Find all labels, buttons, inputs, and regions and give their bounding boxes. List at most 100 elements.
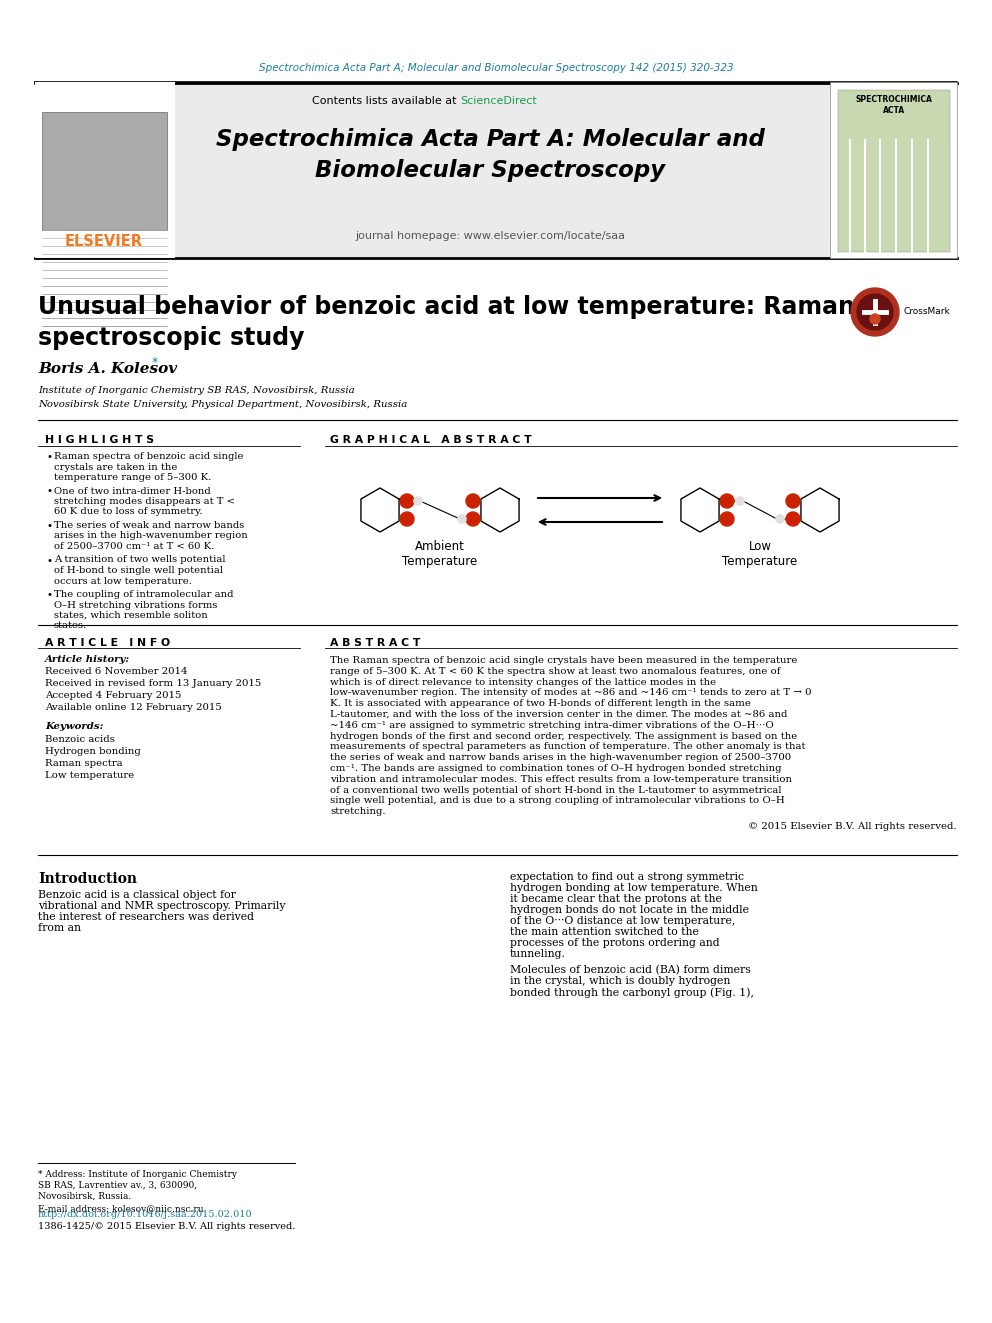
Text: Ambient
Temperature: Ambient Temperature: [403, 540, 477, 568]
Text: K. It is associated with appearance of two H-bonds of different length in the sa: K. It is associated with appearance of t…: [330, 699, 751, 708]
Text: processes of the protons ordering and: processes of the protons ordering and: [510, 938, 719, 949]
Text: from an: from an: [38, 923, 81, 933]
Text: Novosibirsk State University, Physical Department, Novosibirsk, Russia: Novosibirsk State University, Physical D…: [38, 400, 408, 409]
FancyBboxPatch shape: [830, 82, 957, 258]
Text: low-wavenumber region. The intensity of modes at ~86 and ~146 cm⁻¹ tends to zero: low-wavenumber region. The intensity of …: [330, 688, 811, 697]
Text: hydrogen bonds of the first and second order, respectively. The assignment is ba: hydrogen bonds of the first and second o…: [330, 732, 798, 741]
Circle shape: [400, 512, 414, 527]
Text: Spectrochimica Acta Part A: Molecular and
Biomolecular Spectroscopy: Spectrochimica Acta Part A: Molecular an…: [215, 128, 765, 181]
Text: hydrogen bonds do not locate in the middle: hydrogen bonds do not locate in the midd…: [510, 905, 749, 916]
Text: ScienceDirect: ScienceDirect: [460, 97, 537, 106]
Text: O–H stretching vibrations forms: O–H stretching vibrations forms: [54, 601, 217, 610]
Text: vibrational and NMR spectroscopy. Primarily: vibrational and NMR spectroscopy. Primar…: [38, 901, 286, 912]
Text: •: •: [46, 590, 52, 601]
Text: Boris A. Kolesov: Boris A. Kolesov: [38, 363, 178, 376]
Text: Article history:: Article history:: [45, 655, 130, 664]
Circle shape: [720, 493, 734, 508]
Circle shape: [457, 515, 466, 524]
Text: * Address: Institute of Inorganic Chemistry: * Address: Institute of Inorganic Chemis…: [38, 1170, 237, 1179]
Text: tunneling.: tunneling.: [510, 949, 565, 959]
Text: Available online 12 February 2015: Available online 12 February 2015: [45, 703, 222, 712]
Text: in the crystal, which is doubly hydrogen: in the crystal, which is doubly hydrogen: [510, 976, 730, 986]
Circle shape: [720, 512, 734, 527]
Text: the main attention switched to the: the main attention switched to the: [510, 927, 699, 937]
FancyBboxPatch shape: [35, 82, 957, 258]
Text: Hydrogen bonding: Hydrogen bonding: [45, 747, 141, 755]
Text: Low temperature: Low temperature: [45, 771, 134, 781]
Text: stretching modes disappears at T <: stretching modes disappears at T <: [54, 497, 235, 505]
Text: crystals are taken in the: crystals are taken in the: [54, 463, 178, 471]
Text: range of 5–300 K. At T < 60 K the spectra show at least two anomalous features, : range of 5–300 K. At T < 60 K the spectr…: [330, 667, 781, 676]
Text: L-tautomer, and with the loss of the inversion center in the dimer. The modes at: L-tautomer, and with the loss of the inv…: [330, 710, 788, 718]
Text: occurs at low temperature.: occurs at low temperature.: [54, 577, 191, 586]
Text: Benzoic acid is a classical object for: Benzoic acid is a classical object for: [38, 890, 236, 900]
Text: Keywords:: Keywords:: [45, 722, 103, 732]
Text: Molecules of benzoic acid (BA) form dimers: Molecules of benzoic acid (BA) form dime…: [510, 964, 751, 975]
Text: it became clear that the protons at the: it became clear that the protons at the: [510, 894, 722, 904]
Text: 60 K due to loss of symmetry.: 60 K due to loss of symmetry.: [54, 508, 202, 516]
Text: expectation to find out a strong symmetric: expectation to find out a strong symmetr…: [510, 872, 744, 882]
Text: 1386-1425/© 2015 Elsevier B.V. All rights reserved.: 1386-1425/© 2015 Elsevier B.V. All right…: [38, 1222, 296, 1230]
Text: Accepted 4 February 2015: Accepted 4 February 2015: [45, 691, 182, 700]
Text: arises in the high-wavenumber region: arises in the high-wavenumber region: [54, 532, 248, 541]
Circle shape: [735, 496, 745, 505]
FancyBboxPatch shape: [838, 90, 950, 251]
Text: Raman spectra: Raman spectra: [45, 759, 123, 767]
Text: the interest of researchers was derived: the interest of researchers was derived: [38, 912, 254, 922]
Text: http://dx.doi.org/10.1016/j.saa.2015.02.010: http://dx.doi.org/10.1016/j.saa.2015.02.…: [38, 1211, 253, 1218]
Text: © 2015 Elsevier B.V. All rights reserved.: © 2015 Elsevier B.V. All rights reserved…: [748, 822, 957, 831]
Text: One of two intra-dimer H-bond: One of two intra-dimer H-bond: [54, 487, 210, 496]
Text: The coupling of intramolecular and: The coupling of intramolecular and: [54, 590, 233, 599]
Circle shape: [857, 294, 893, 329]
Circle shape: [466, 493, 480, 508]
Text: A R T I C L E   I N F O: A R T I C L E I N F O: [45, 638, 170, 648]
Circle shape: [400, 493, 414, 508]
Text: Spectrochimica Acta Part A; Molecular and Biomolecular Spectroscopy 142 (2015) 3: Spectrochimica Acta Part A; Molecular an…: [259, 64, 733, 73]
Circle shape: [466, 512, 480, 527]
Text: •: •: [46, 521, 52, 531]
Text: Novosibirsk, Russia.: Novosibirsk, Russia.: [38, 1192, 131, 1201]
Circle shape: [776, 515, 785, 524]
Text: Contents lists available at: Contents lists available at: [312, 97, 460, 106]
Text: CrossMark: CrossMark: [903, 307, 949, 316]
Text: Institute of Inorganic Chemistry SB RAS, Novosibirsk, Russia: Institute of Inorganic Chemistry SB RAS,…: [38, 386, 354, 396]
Circle shape: [414, 496, 423, 505]
Text: A transition of two wells potential: A transition of two wells potential: [54, 556, 225, 565]
Text: of a conventional two wells potential of short H-bond in the L-tautomer to asymm: of a conventional two wells potential of…: [330, 786, 782, 795]
Text: The Raman spectra of benzoic acid single crystals have been measured in the temp: The Raman spectra of benzoic acid single…: [330, 656, 798, 665]
Text: Benzoic acids: Benzoic acids: [45, 736, 115, 744]
Text: G R A P H I C A L   A B S T R A C T: G R A P H I C A L A B S T R A C T: [330, 435, 532, 445]
Text: hydrogen bonding at low temperature. When: hydrogen bonding at low temperature. Whe…: [510, 882, 758, 893]
Text: journal homepage: www.elsevier.com/locate/saa: journal homepage: www.elsevier.com/locat…: [355, 232, 625, 241]
Circle shape: [870, 314, 880, 324]
Text: SB RAS, Lavrentiev av., 3, 630090,: SB RAS, Lavrentiev av., 3, 630090,: [38, 1181, 197, 1189]
Text: single well potential, and is due to a strong coupling of intramolecular vibrati: single well potential, and is due to a s…: [330, 796, 785, 806]
Text: of 2500–3700 cm⁻¹ at T < 60 K.: of 2500–3700 cm⁻¹ at T < 60 K.: [54, 542, 214, 550]
Text: •: •: [46, 452, 52, 462]
Text: Unusual behavior of benzoic acid at low temperature: Raman
spectroscopic study: Unusual behavior of benzoic acid at low …: [38, 295, 855, 349]
Text: stretching.: stretching.: [330, 807, 386, 816]
Text: Low
Temperature: Low Temperature: [722, 540, 798, 568]
Text: Received in revised form 13 January 2015: Received in revised form 13 January 2015: [45, 679, 261, 688]
FancyBboxPatch shape: [35, 82, 175, 258]
Text: Received 6 November 2014: Received 6 November 2014: [45, 667, 187, 676]
Circle shape: [786, 493, 800, 508]
Text: temperature range of 5–300 K.: temperature range of 5–300 K.: [54, 474, 211, 482]
Text: bonded through the carbonyl group (Fig. 1),: bonded through the carbonyl group (Fig. …: [510, 987, 754, 998]
Text: states.: states.: [54, 622, 87, 631]
Text: Introduction: Introduction: [38, 872, 137, 886]
Text: measurements of spectral parameters as function of temperature. The other anomal: measurements of spectral parameters as f…: [330, 742, 806, 751]
Text: of the O···O distance at low temperature,: of the O···O distance at low temperature…: [510, 916, 735, 926]
Text: •: •: [46, 487, 52, 496]
Text: SPECTROCHIMICA
ACTA: SPECTROCHIMICA ACTA: [855, 95, 932, 115]
Text: which is of direct relevance to intensity changes of the lattice modes in the: which is of direct relevance to intensit…: [330, 677, 716, 687]
Text: Raman spectra of benzoic acid single: Raman spectra of benzoic acid single: [54, 452, 243, 460]
Text: the series of weak and narrow bands arises in the high-wavenumber region of 2500: the series of weak and narrow bands aris…: [330, 753, 792, 762]
Text: *: *: [152, 356, 159, 369]
Text: A B S T R A C T: A B S T R A C T: [330, 638, 421, 648]
Circle shape: [851, 288, 899, 336]
FancyBboxPatch shape: [42, 112, 167, 230]
Text: states, which resemble soliton: states, which resemble soliton: [54, 611, 207, 620]
Text: cm⁻¹. The bands are assigned to combination tones of O–H hydrogen bonded stretch: cm⁻¹. The bands are assigned to combinat…: [330, 763, 782, 773]
Text: The series of weak and narrow bands: The series of weak and narrow bands: [54, 521, 244, 531]
